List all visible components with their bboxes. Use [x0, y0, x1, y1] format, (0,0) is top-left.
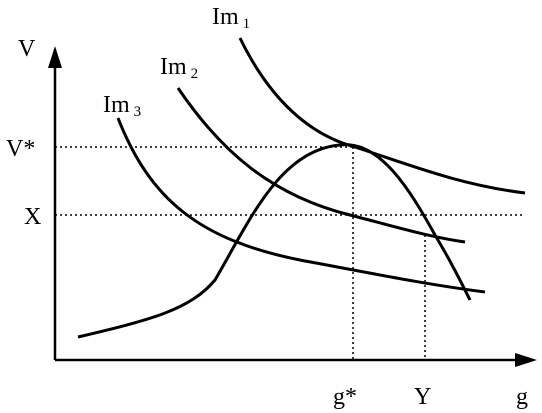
y-level-label: Y: [414, 384, 431, 410]
im3-curve: [116, 117, 486, 294]
curve-label: Im 2: [160, 54, 198, 82]
curve-name: Im: [103, 92, 130, 118]
y-axis-label: V: [18, 36, 36, 62]
x-axis-label: g: [516, 384, 528, 410]
curve-label: Im 1: [212, 4, 250, 32]
curve-subscript: 2: [191, 66, 199, 82]
curve-subscript: 3: [134, 104, 142, 120]
curve-name: Im: [212, 4, 239, 30]
v-star-label: V*: [6, 136, 35, 162]
hump-curve: [77, 143, 472, 339]
im2-curve: [176, 87, 466, 244]
curve-label: Im 3: [103, 92, 141, 120]
im1-curve: [238, 37, 526, 195]
x-level-label: X: [24, 204, 41, 230]
curve-subscript: 1: [243, 16, 251, 32]
curve-name: Im: [160, 54, 187, 80]
g-star-label: g*: [333, 384, 357, 410]
y-arrow: [48, 46, 62, 68]
x-arrow: [515, 353, 537, 367]
